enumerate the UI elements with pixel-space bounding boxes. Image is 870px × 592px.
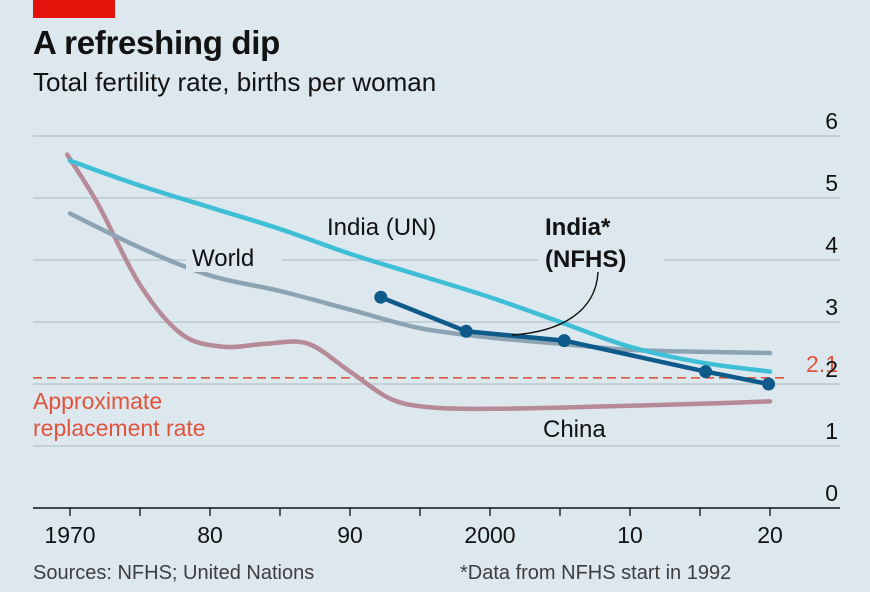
series-label-world: World bbox=[192, 245, 254, 272]
replacement-value-label: 2.1 bbox=[806, 351, 838, 377]
x-tick-label: 10 bbox=[617, 522, 643, 548]
replacement-annotation: replacement rate bbox=[33, 415, 206, 441]
data-point-india-nfhs bbox=[762, 377, 776, 391]
brand-red-tag bbox=[33, 0, 115, 18]
y-tick-label: 3 bbox=[825, 294, 838, 320]
x-tick-label: 90 bbox=[337, 522, 363, 548]
x-tick-label: 1970 bbox=[44, 522, 95, 548]
series-label-india-nfhs: (NFHS) bbox=[545, 246, 626, 273]
series-label-china: China bbox=[543, 416, 606, 443]
data-point-india-nfhs bbox=[699, 365, 713, 379]
series-label-india-nfhs: India* bbox=[545, 214, 611, 241]
label-backdrop bbox=[538, 244, 664, 274]
chart-subtitle: Total fertility rate, births per woman bbox=[33, 67, 437, 97]
source-note: Sources: NFHS; United Nations bbox=[33, 562, 315, 584]
y-tick-label: 0 bbox=[825, 480, 838, 506]
series-line-india-un bbox=[67, 158, 773, 374]
x-tick-label: 80 bbox=[197, 522, 223, 548]
data-point-india-nfhs bbox=[459, 324, 473, 338]
label-backdrop bbox=[186, 244, 282, 272]
x-tick-label: 20 bbox=[757, 522, 783, 548]
y-tick-label: 6 bbox=[825, 108, 838, 134]
replacement-annotation: Approximate bbox=[33, 388, 162, 414]
y-tick-label: 2 bbox=[825, 356, 838, 382]
chart-title: A refreshing dip bbox=[33, 24, 281, 61]
y-tick-label: 5 bbox=[825, 170, 838, 196]
series-label-india-un: India (UN) bbox=[327, 214, 436, 241]
y-tick-label: 1 bbox=[825, 418, 838, 444]
data-point-india-nfhs bbox=[374, 290, 388, 304]
data-point-india-nfhs bbox=[557, 334, 571, 348]
callout-leader-line bbox=[511, 271, 599, 336]
footnote: *Data from NFHS start in 1992 bbox=[460, 562, 732, 584]
series-line-china bbox=[64, 152, 773, 412]
x-tick-label: 2000 bbox=[464, 522, 515, 548]
y-tick-label: 4 bbox=[825, 232, 838, 258]
